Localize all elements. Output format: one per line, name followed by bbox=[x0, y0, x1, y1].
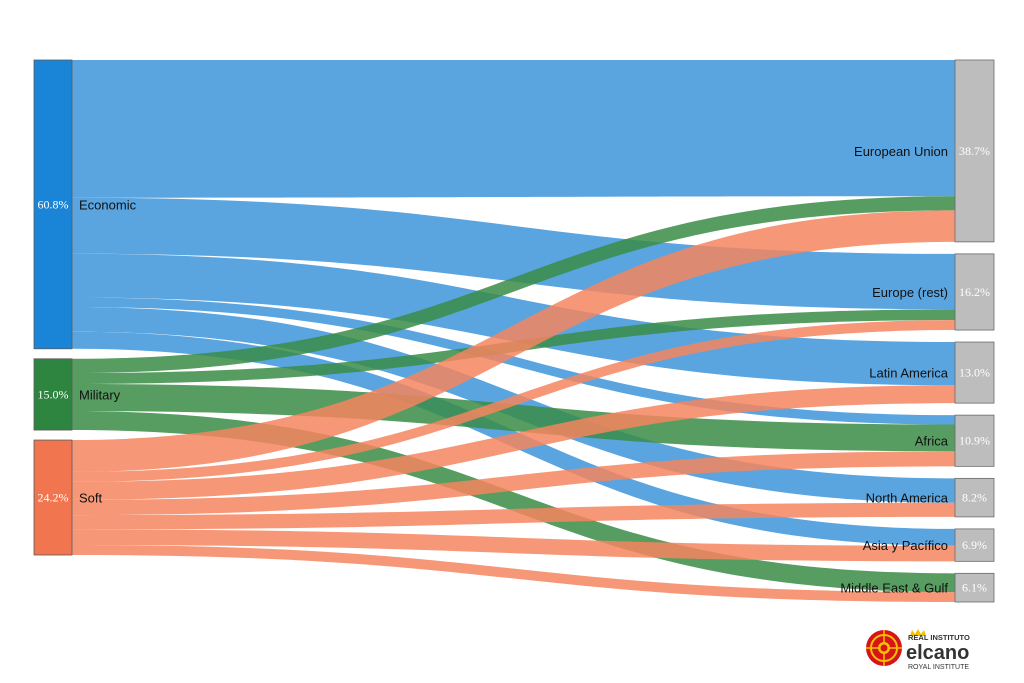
target-value-africa: 10.9% bbox=[959, 434, 990, 448]
elcano-emblem-icon bbox=[866, 630, 902, 666]
target-node-asia-pacific bbox=[954, 528, 995, 562]
target-value-latam: 13.0% bbox=[959, 366, 990, 380]
logo-line2: elcano bbox=[906, 642, 969, 664]
link-military-to-africa bbox=[72, 383, 955, 452]
sankey-nodes: 60.8% Economic 15.0% Military 24.2% Soft 38.7%… bbox=[33, 59, 995, 603]
link-economic-to-eu bbox=[72, 60, 955, 198]
target-label-asia-pacific: Asia y Pacífico bbox=[863, 538, 948, 553]
link-soft-to-middle-east bbox=[72, 545, 955, 602]
source-node-soft bbox=[33, 439, 73, 556]
target-value-asia-pacific: 6.9% bbox=[962, 538, 987, 552]
source-node-economic bbox=[33, 59, 73, 350]
link-military-to-eu bbox=[72, 196, 955, 374]
target-label-north-america: North America bbox=[866, 491, 949, 506]
link-soft-to-eu bbox=[72, 210, 955, 472]
link-soft-to-north-america bbox=[72, 502, 955, 530]
link-soft-to-asia-pacific bbox=[72, 529, 955, 562]
target-value-north-america: 8.2% bbox=[962, 491, 987, 505]
logo-line3: ROYAL INSTITUTE bbox=[908, 664, 969, 671]
link-economic-to-africa bbox=[72, 297, 955, 425]
source-value-military: 15.0% bbox=[38, 387, 69, 401]
target-value-middle-east: 6.1% bbox=[962, 581, 987, 595]
source-label-soft: Soft bbox=[79, 491, 103, 506]
link-military-to-middle-east bbox=[72, 411, 955, 593]
target-node-eu bbox=[954, 59, 995, 243]
sankey-links bbox=[72, 60, 955, 602]
source-value-economic: 60.8% bbox=[38, 197, 69, 211]
target-label-middle-east: Middle East & Gulf bbox=[840, 581, 948, 596]
link-economic-to-europe-rest bbox=[72, 197, 955, 310]
source-label-economic: Economic bbox=[79, 197, 137, 212]
target-node-africa bbox=[954, 414, 995, 467]
target-node-north-america bbox=[954, 477, 995, 518]
target-label-eu: European Union bbox=[854, 144, 948, 159]
source-label-military: Military bbox=[79, 387, 121, 402]
target-label-africa: Africa bbox=[915, 434, 949, 449]
link-soft-to-europe-rest bbox=[72, 320, 955, 482]
target-node-europe-rest bbox=[954, 253, 995, 331]
target-value-europe-rest: 16.2% bbox=[959, 285, 990, 299]
target-node-middle-east bbox=[954, 572, 995, 603]
link-soft-to-latam bbox=[72, 385, 955, 500]
source-value-soft: 24.2% bbox=[38, 491, 69, 505]
link-soft-to-africa bbox=[72, 451, 955, 516]
target-node-latam bbox=[954, 341, 995, 404]
target-label-europe-rest: Europe (rest) bbox=[872, 285, 948, 300]
target-value-eu: 38.7% bbox=[959, 144, 990, 158]
link-economic-to-latam bbox=[72, 253, 955, 386]
elcano-logo: REAL INSTITUTO elcano ROYAL INSTITUTE bbox=[866, 629, 970, 671]
source-node-military bbox=[33, 358, 73, 431]
crown-icon bbox=[910, 629, 926, 636]
logo-line1: REAL INSTITUTO bbox=[908, 633, 970, 642]
target-label-latam: Latin America bbox=[869, 366, 949, 381]
